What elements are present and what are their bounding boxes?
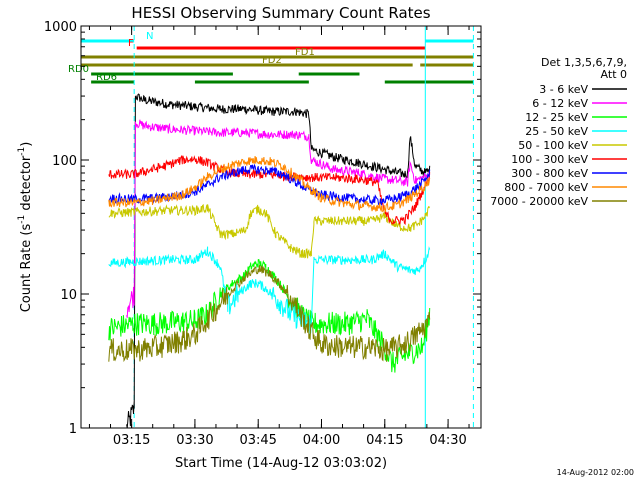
legend-label-50-100-kev: 50 - 100 keV — [518, 139, 588, 152]
x-axis: 03:15 03:30 03:45 04:00 04:15 04:30 — [88, 26, 470, 448]
y-axis: 1 10 100 1000 — [44, 20, 481, 437]
legend-label-7000-20000-kev: 7000 - 20000 keV — [490, 195, 588, 208]
series-lines — [108, 93, 431, 429]
legend-label-25-50-kev: 25 - 50 keV — [525, 125, 588, 138]
x-tick-label: 04:00 — [303, 433, 340, 448]
flag-label-fd1: FD1 — [295, 47, 315, 58]
x-tick-label: 03:30 — [176, 433, 213, 448]
flag-label-n: N — [146, 31, 153, 42]
legend-label-100-300-kev: 100 - 300 keV — [511, 153, 588, 166]
y-tick-label: 100 — [52, 154, 77, 169]
series-line-12-25-kev — [108, 258, 431, 373]
plot-frame — [80, 25, 482, 429]
y-tick-label: 10 — [60, 288, 77, 303]
chart-title: HESSI Observing Summary Count Rates — [131, 4, 430, 22]
legend-label-800-7000-kev: 800 - 7000 keV — [504, 181, 588, 194]
flag-bars: N F FD1 FD2 RD0 RD6 — [68, 31, 474, 84]
x-tick-label: 04:30 — [429, 433, 466, 448]
series-line-7000-20000-kev — [108, 265, 431, 363]
legend-header-line2: Att 0 — [601, 68, 627, 81]
y-tick-label: 1 — [69, 422, 77, 437]
series-line-6-12-kev — [126, 119, 431, 318]
legend-label-6-12-kev: 6 - 12 keV — [532, 97, 588, 110]
flag-label-rd0: RD0 — [68, 64, 89, 75]
footer-date: 14-Aug-2012 02:00 — [557, 468, 634, 477]
x-tick-label: 04:15 — [366, 433, 403, 448]
x-tick-label: 03:15 — [113, 433, 150, 448]
legend-label-12-25-kev: 12 - 25 keV — [525, 111, 588, 124]
series-line-25-50-kev — [108, 246, 431, 335]
y-axis-label: Count Rate (s-1 detector-1) — [17, 142, 34, 313]
series-line-300-800-kev — [108, 163, 431, 207]
flag-label-rd6: RD6 — [96, 72, 117, 83]
legend-header-line1: Det 1,3,5,6,7,9, — [541, 56, 627, 69]
y-tick-label: 1000 — [44, 20, 77, 35]
series-line-50-100-kev — [108, 203, 431, 259]
flag-label-f: F — [128, 38, 134, 49]
x-axis-label: Start Time (14-Aug-12 03:03:02) — [175, 456, 387, 471]
legend-label-3-6-kev: 3 - 6 keV — [539, 83, 588, 96]
legend-label-300-800-kev: 300 - 800 keV — [511, 167, 588, 180]
series-line-800-7000-kev — [108, 156, 431, 213]
series-line-3-6-kev — [126, 93, 431, 429]
x-tick-label: 03:45 — [239, 433, 276, 448]
flag-label-fd2: FD2 — [262, 55, 282, 66]
